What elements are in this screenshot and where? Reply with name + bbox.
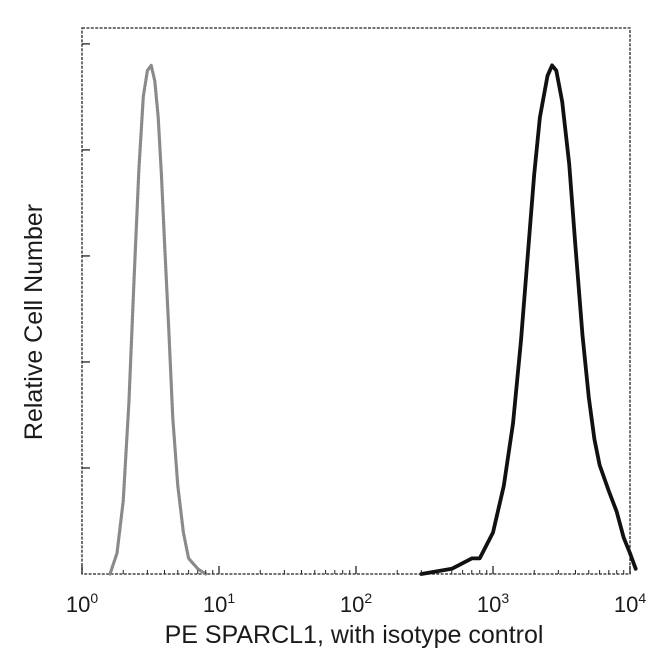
x-tick-label: 104 <box>614 590 646 617</box>
isotype-control-curve <box>108 63 208 576</box>
x-axis-title: PE SPARCL1, with isotype control <box>165 621 544 649</box>
x-tick-label: 102 <box>340 590 372 617</box>
x-tick-label: 101 <box>203 590 235 617</box>
plot-frame <box>81 27 631 575</box>
y-axis-title: Relative Cell Number <box>20 204 48 440</box>
sparcl1-curve <box>419 63 638 576</box>
x-tick-label: 100 <box>66 590 98 617</box>
x-tick-label: 103 <box>477 590 509 617</box>
